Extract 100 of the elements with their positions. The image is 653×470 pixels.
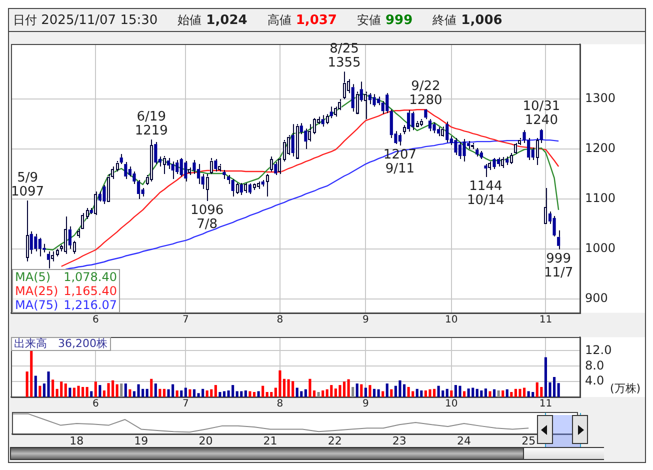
bar (557, 383, 560, 397)
y-tick-label: 8.0 (585, 358, 604, 372)
bar (398, 380, 402, 397)
candlestick (26, 200, 29, 262)
bar (124, 383, 127, 397)
candlestick (304, 128, 308, 150)
bar (38, 386, 42, 397)
bar (107, 383, 110, 397)
bar (462, 391, 466, 397)
candlestick (214, 158, 218, 172)
candlestick (166, 158, 170, 170)
bar (368, 385, 372, 397)
bar (437, 386, 440, 397)
bar (518, 388, 522, 397)
annotation: 8/25 1355 (328, 42, 361, 71)
text: 日付 2025/11/07 15:30 (13, 12, 158, 28)
candlestick (458, 142, 462, 160)
x-tick-label: 10 (445, 398, 458, 410)
bar (278, 370, 282, 397)
bar (184, 388, 187, 397)
bar (64, 383, 67, 397)
bar (244, 390, 247, 397)
bar (338, 385, 342, 397)
candlestick (540, 128, 543, 144)
annotation: 1144 10/14 (466, 178, 504, 208)
x-tick-label: 9 (362, 314, 369, 326)
bar (180, 390, 183, 397)
x-tick-label: 6 (92, 398, 99, 410)
bar (137, 384, 140, 397)
candlestick (454, 138, 458, 156)
bar (94, 382, 97, 397)
bar (497, 390, 500, 397)
bar (68, 388, 72, 397)
bar (480, 390, 483, 397)
bar (146, 388, 148, 397)
bar (386, 383, 388, 397)
candlestick (180, 158, 183, 178)
bar (262, 386, 264, 397)
bar (510, 392, 513, 397)
candlestick (390, 109, 393, 139)
candlestick (222, 170, 226, 180)
bar (192, 389, 196, 397)
bar (120, 383, 123, 397)
candlestick (424, 110, 428, 120)
bar (30, 350, 33, 397)
candlestick (240, 182, 243, 196)
x-tick-label: 21 (263, 434, 278, 448)
bar (296, 388, 298, 397)
bar (552, 376, 556, 397)
bar (364, 388, 367, 397)
y-tick-label: 1200 (585, 141, 616, 156)
bar (536, 382, 538, 397)
candlestick (527, 138, 530, 161)
text: 安値 999 (356, 12, 413, 28)
candlestick (557, 230, 560, 250)
candlestick (136, 180, 140, 200)
candlestick (274, 162, 278, 176)
candlestick (368, 92, 372, 105)
bar (287, 379, 290, 397)
candlestick (407, 110, 410, 132)
bar (472, 388, 474, 397)
x-tick-label: 24 (457, 434, 471, 448)
candlestick (398, 132, 402, 146)
bar (317, 392, 320, 397)
text: 始値 1,024 (178, 12, 248, 28)
bar (116, 384, 118, 397)
bar (372, 388, 376, 397)
bar (206, 390, 208, 397)
x-tick-label: 7 (182, 314, 189, 326)
bar (47, 372, 50, 397)
bar (52, 380, 54, 397)
annotation: 6/19 1219 (134, 109, 168, 138)
x-tick-label: 19 (134, 434, 148, 448)
y-tick-label: 12.0 (585, 342, 612, 357)
bar (240, 391, 243, 397)
annotation: 999 11/7 (544, 251, 574, 280)
y-tick-label: 900 (585, 290, 608, 305)
candlestick (552, 215, 556, 237)
candlestick (176, 160, 179, 175)
bar (522, 388, 526, 397)
bar (322, 390, 324, 397)
x-tick-label: 11 (539, 398, 552, 410)
bar (90, 391, 93, 397)
x-tick-label: 23 (392, 434, 406, 448)
bar (476, 388, 478, 397)
bar (72, 388, 76, 397)
annotation: 5/9 1097 (10, 170, 44, 200)
x-tick-label: 11 (539, 314, 552, 326)
bar (420, 390, 423, 397)
candlestick (480, 150, 483, 160)
bar (347, 379, 350, 397)
bar (342, 382, 346, 397)
bar (428, 389, 432, 397)
bar (86, 386, 88, 397)
bar (540, 386, 543, 397)
bar (532, 392, 534, 397)
bar (446, 388, 448, 397)
candlestick (184, 160, 188, 182)
text: MA(25) 1,165.40 (15, 284, 117, 298)
x-tick-label: 9 (362, 398, 369, 410)
